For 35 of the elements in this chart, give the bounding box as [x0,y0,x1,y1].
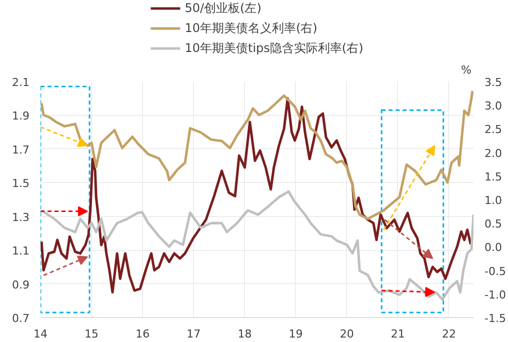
y-tick-label: 2.1 [12,76,30,89]
y2-tick-label: 2.5 [484,123,502,136]
y-tick-label: 1.3 [12,210,30,224]
y2-tick-label: 3.5 [484,76,502,89]
y2-tick-label: 2.0 [484,146,502,160]
legend-label: 10年期美债tips隐含实际利率(右) [184,40,364,56]
y2-tick-label: 0.5 [484,218,502,231]
y-tick-label: 1.5 [12,177,30,190]
y-tick-label: 0.7 [12,312,30,325]
y-tick-label: 0.9 [12,278,30,292]
line-series [40,190,474,301]
x-tick-label: 15 [84,328,99,340]
y-tick-label: 1.9 [12,110,30,123]
y2-tick-label: -0.5 [484,264,506,278]
legend-label: 10年期美债名义利率(右) [184,20,318,36]
y-tick-label: 1.1 [12,244,30,258]
x-tick-label: 21 [390,328,405,340]
line-series [40,97,474,294]
y2-tick-label: 1.0 [484,194,502,207]
y2-tick-label: 0.0 [484,241,502,254]
x-tick-label: 22 [442,328,456,340]
x-tick-label: 19 [288,328,303,340]
y2-tick-label: -1.0 [484,288,506,302]
x-tick-label: 18 [238,328,252,340]
x-tick-label: 14 [34,328,48,340]
legend-label: 50/创业板(左) [184,0,262,16]
x-tick-label: 17 [186,328,201,340]
x-tick-label: 20 [340,328,354,340]
y2-tick-label: 3.0 [484,100,502,113]
y2-tick-label: -1.5 [484,312,506,325]
line-series [40,90,474,220]
y2-tick-label: 1.5 [484,170,502,184]
y2-axis-title: % [461,64,472,76]
x-tick-label: 16 [136,328,150,340]
y-tick-label: 1.7 [12,143,30,156]
